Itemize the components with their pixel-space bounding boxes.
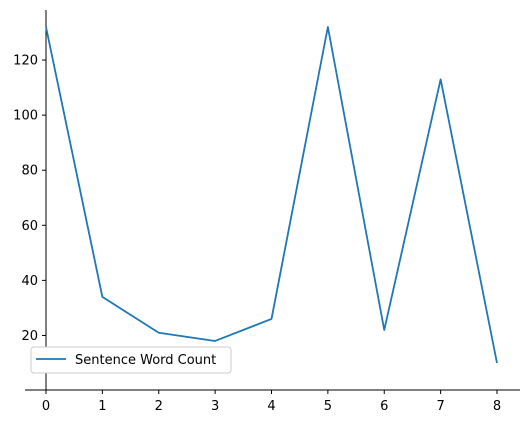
legend: Sentence Word Count (30, 346, 232, 374)
y-tick-label: 120 (13, 54, 38, 69)
y-tick-label: 60 (21, 219, 38, 234)
y-tick-label: 40 (21, 274, 38, 289)
legend-label: Sentence Word Count (75, 353, 216, 368)
legend-box (30, 346, 232, 374)
x-tick-label: 5 (324, 399, 332, 414)
x-tick-label: 2 (155, 399, 163, 414)
tick-marks: 0 1 2 3 4 5 6 7 8 20 40 60 80 100 120 (13, 54, 501, 414)
x-tick-label: 1 (98, 399, 106, 414)
x-tick-label: 4 (267, 399, 275, 414)
x-tick-label: 3 (211, 399, 219, 414)
axes (25, 10, 520, 391)
series-line (45, 26, 498, 364)
y-tick-label: 80 (21, 164, 38, 179)
x-tick-label: 7 (436, 399, 444, 414)
x-tick-label: 8 (493, 399, 501, 414)
y-tick-label: 20 (21, 329, 38, 344)
x-tick-label: 0 (42, 399, 50, 414)
x-tick-label: 6 (380, 399, 388, 414)
y-tick-label: 100 (13, 109, 38, 124)
series-lines (45, 26, 498, 364)
